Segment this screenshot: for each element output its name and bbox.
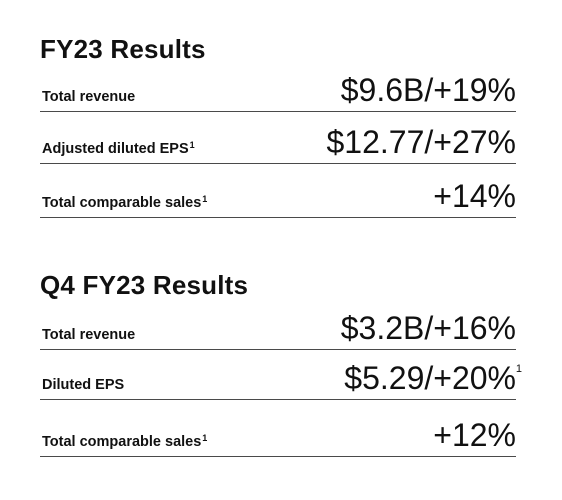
q4-fy23-title: Q4 FY23 Results <box>40 270 249 300</box>
metric-label-text: Total revenue <box>42 88 136 105</box>
metric-label-text: Total comparable sales <box>42 194 202 211</box>
metric-value: +12% <box>433 417 516 453</box>
q4-diluted-eps-row: Diluted EPS $5.29/+20% 1 <box>40 356 522 400</box>
metric-label-text: Adjusted diluted EPS <box>42 140 189 157</box>
q4-total-revenue-row: Total revenue $3.2B/+16% <box>40 306 516 350</box>
fy23-total-comparable-sales-row: Total comparable sales1 +14% <box>40 174 516 218</box>
metric-label: Total revenue <box>42 326 136 343</box>
metric-label-text: Diluted EPS <box>42 376 125 393</box>
metric-label: Total comparable sales1 <box>42 193 208 211</box>
metric-value: $5.29/+20% 1 <box>344 360 522 396</box>
metric-label: Total comparable sales1 <box>42 432 208 450</box>
metric-value: $12.77/+27% <box>326 124 517 160</box>
metric-label: Total revenue <box>42 88 136 105</box>
metric-value: $9.6B/+19% <box>340 72 516 108</box>
fy23-adjusted-diluted-eps-row: Adjusted diluted EPS1 $12.77/+27% <box>40 120 516 164</box>
metric-value-text: $5.29/+20% <box>344 360 516 396</box>
footnote-marker: 1 <box>189 139 195 150</box>
metric-label: Diluted EPS <box>42 376 125 393</box>
q4-total-comparable-sales-row: Total comparable sales1 +12% <box>40 413 516 457</box>
footnote-marker: 1 <box>202 432 208 443</box>
metric-label-text: Total comparable sales <box>42 433 202 450</box>
metric-label: Adjusted diluted EPS1 <box>42 139 195 157</box>
metric-label-text: Total revenue <box>42 326 136 343</box>
metric-value: $3.2B/+16% <box>340 310 516 346</box>
footnote-marker: 1 <box>202 193 208 204</box>
fy23-total-revenue-row: Total revenue $9.6B/+19% <box>40 68 516 112</box>
fy23-title: FY23 Results <box>40 34 206 64</box>
metric-value: +14% <box>433 178 516 214</box>
value-footnote-marker: 1 <box>515 363 522 375</box>
